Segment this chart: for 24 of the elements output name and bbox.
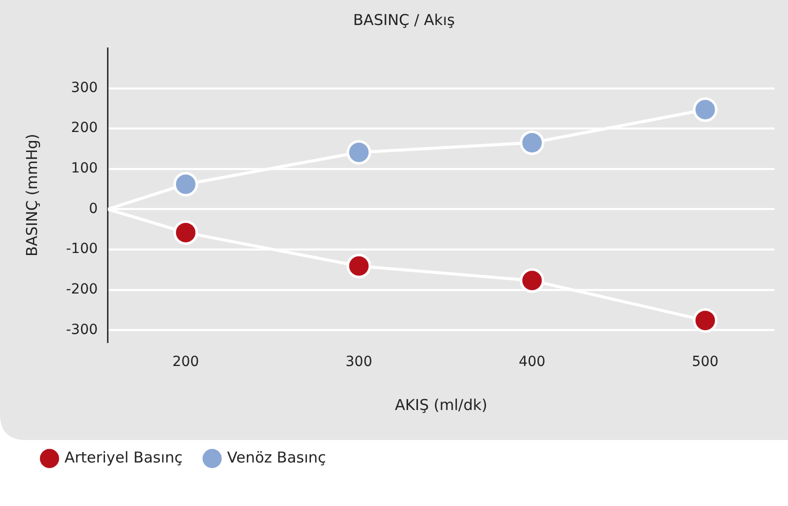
- point: [173, 220, 198, 245]
- y-tick-label: -100: [66, 241, 98, 258]
- legend-label: Venöz Basınç: [227, 448, 326, 466]
- x-axis-title: AKIŞ (ml/dk): [394, 396, 488, 414]
- point: [173, 172, 198, 196]
- point: [520, 130, 544, 155]
- x-tick-label: 200: [172, 354, 200, 370]
- y-tick-label: -200: [66, 281, 98, 298]
- y-tick-label: 100: [71, 160, 98, 177]
- legend-label: Arteriyel Basınç: [64, 448, 183, 466]
- x-tick-label: 400: [518, 354, 546, 370]
- point: [346, 254, 372, 278]
- point: [692, 308, 718, 333]
- point: [520, 268, 544, 293]
- point: [346, 140, 372, 165]
- y-tick-label: 0: [88, 200, 98, 217]
- y-tick-label: -300: [66, 322, 98, 338]
- y-axis-title: BASINÇ (mmHg): [22, 134, 41, 256]
- x-tick-label: 500: [692, 354, 719, 370]
- chart-title: BASINÇ / Akış: [353, 10, 456, 29]
- x-tick-label: 300: [346, 354, 372, 370]
- y-tick-label: 200: [71, 120, 98, 136]
- y-tick-label: 300: [71, 80, 98, 96]
- point: [692, 97, 718, 122]
